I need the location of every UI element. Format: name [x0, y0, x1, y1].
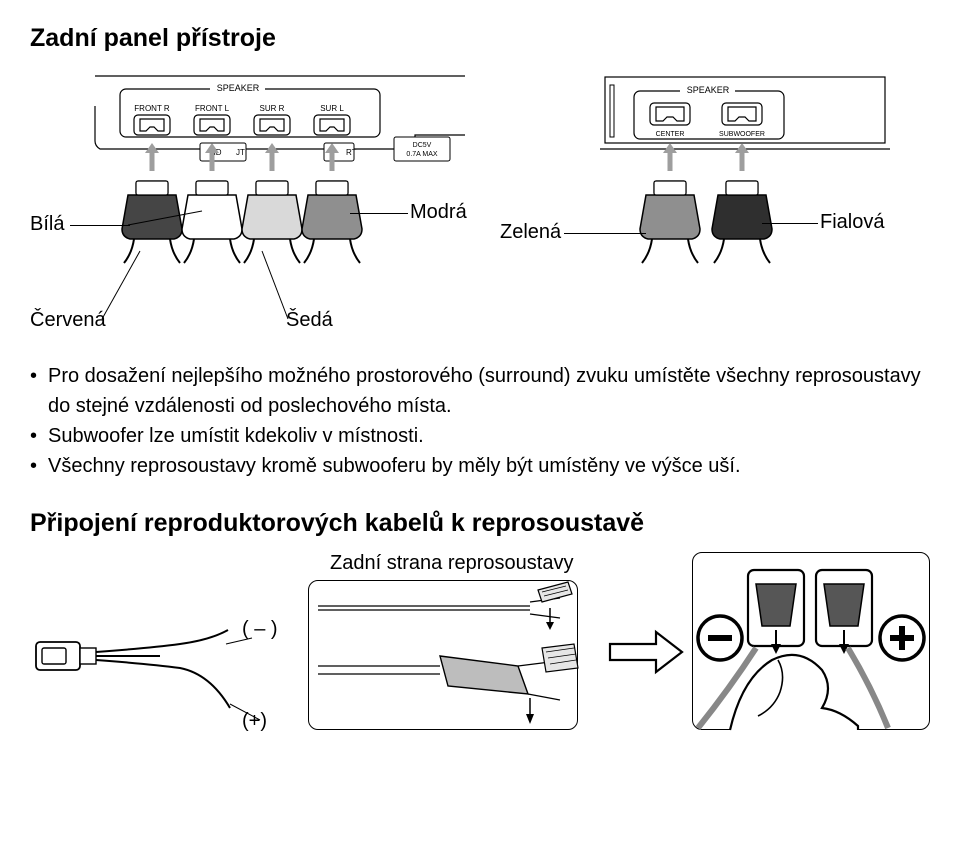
svg-text:RT: RT	[346, 148, 357, 157]
bullet-item: Všechny reprosoustavy kromě subwooferu b…	[30, 451, 930, 481]
svg-text:FRONT L: FRONT L	[195, 104, 230, 113]
leader-green	[564, 233, 646, 234]
leader-blue	[350, 213, 408, 214]
page-title: Zadní panel přístroje	[30, 24, 930, 53]
bullet-list: Pro dosažení nejlepšího možného prostoro…	[30, 361, 930, 481]
speaker-terminals	[698, 570, 924, 730]
bullet-item: Pro dosažení nejlepšího možného prostoro…	[30, 361, 930, 421]
leader-white	[70, 225, 130, 226]
panel1-speaker-label: SPEAKER	[217, 83, 260, 93]
svg-text:SUBWOOFER: SUBWOOFER	[719, 131, 765, 138]
svg-text:FRONT R: FRONT R	[134, 104, 170, 113]
rear-panel-svg: SPEAKER FRONT R FRONT L SUR R SUR L	[30, 71, 930, 351]
svg-text:0.7A MAX: 0.7A MAX	[406, 151, 437, 158]
bullet-item: Subwoofer lze umístit kdekoliv v místnos…	[30, 421, 930, 451]
arrow-right-icon	[610, 632, 682, 672]
section2-title: Připojení reproduktorových kabelů k repr…	[30, 509, 930, 538]
label-red: Červená	[30, 309, 106, 332]
label-green: Zelená	[500, 221, 561, 244]
label-gray: Šedá	[286, 309, 333, 332]
svg-text:JT: JT	[236, 148, 245, 157]
label-violet: Fialová	[820, 211, 884, 234]
speaker-cable-diagram: Zadní strana reprosoustavy ( – ) (+)	[30, 548, 930, 738]
cable-stripping	[318, 582, 578, 724]
cable-connector-left	[36, 630, 260, 720]
svg-text:SUR R: SUR R	[260, 104, 285, 113]
label-blue: Modrá	[410, 201, 467, 224]
rear-panel-diagram: SPEAKER FRONT R FRONT L SUR R SUR L	[30, 71, 930, 351]
label-white: Bílá	[30, 213, 64, 236]
svg-text:DC5V: DC5V	[413, 142, 432, 149]
svg-text:SUR L: SUR L	[320, 104, 344, 113]
leader-violet	[762, 223, 818, 224]
svg-text:SPEAKER: SPEAKER	[687, 85, 730, 95]
svg-text:CENTER: CENTER	[656, 131, 685, 138]
